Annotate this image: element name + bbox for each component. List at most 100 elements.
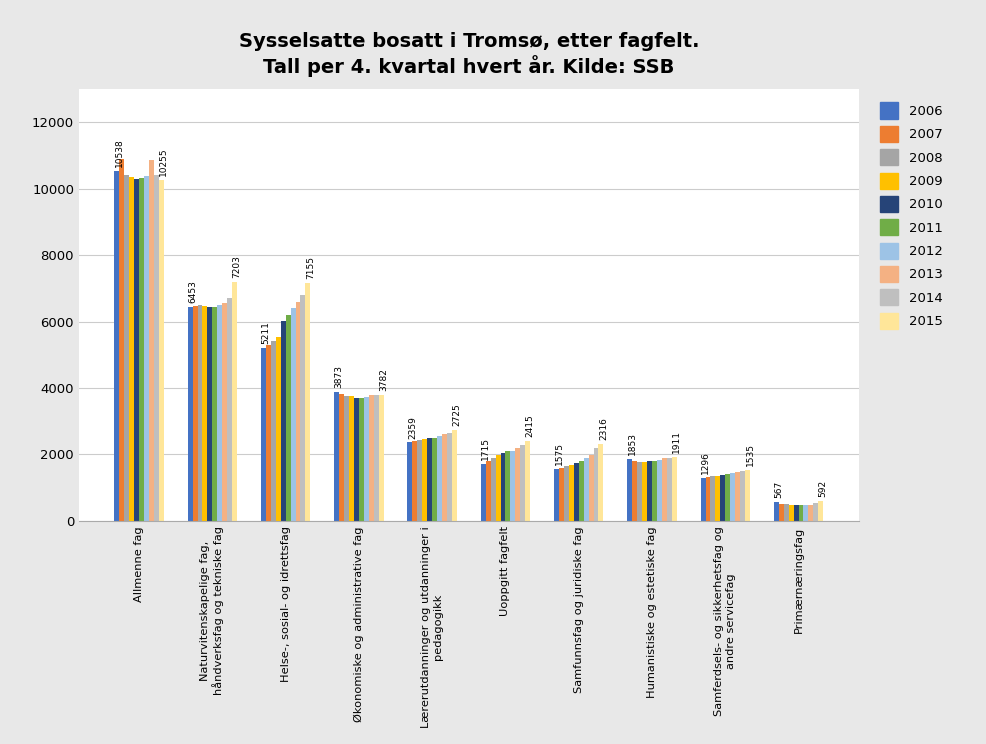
Bar [510,452,515,521]
Bar [260,348,265,521]
Bar [290,308,295,521]
Bar [647,461,652,521]
Bar [720,475,725,521]
Bar [652,461,657,521]
Bar [437,437,442,521]
Text: 1575: 1575 [554,441,563,464]
Bar [568,465,573,521]
Text: 10538: 10538 [114,138,123,167]
Bar [773,502,778,521]
Text: 1853: 1853 [627,432,636,455]
Bar [280,321,285,521]
Bar [705,478,710,521]
Bar [354,398,359,521]
Bar [442,434,447,521]
Bar [485,461,490,521]
Bar [725,475,730,521]
Bar [339,394,344,521]
Bar [134,179,139,521]
Bar [344,396,349,521]
Bar [144,176,149,521]
Text: 2415: 2415 [526,414,534,437]
Text: 10255: 10255 [159,148,168,176]
Bar [275,337,280,521]
Bar [154,176,159,521]
Bar [553,469,558,521]
Bar [197,305,202,521]
Text: 2725: 2725 [452,403,460,426]
Bar [735,472,740,521]
Bar [573,463,578,521]
Bar [520,445,525,521]
Bar [515,448,520,521]
Bar [270,341,275,521]
Bar [364,397,369,521]
Bar [710,476,715,521]
Text: 3782: 3782 [379,368,387,391]
Bar [642,462,647,521]
Bar [817,501,822,521]
Bar [334,392,339,521]
Text: 567: 567 [774,481,783,498]
Bar [432,437,437,521]
Text: 5211: 5211 [261,321,270,344]
Bar [427,438,432,521]
Bar [798,505,803,521]
Bar [808,504,812,521]
Bar [740,471,744,521]
Text: 1715: 1715 [481,437,490,460]
Bar [187,307,192,521]
Bar [452,430,457,521]
Bar [632,461,637,521]
Bar [578,461,583,521]
Bar [715,476,720,521]
Bar [803,505,808,521]
Text: 7155: 7155 [306,257,315,279]
Text: 6453: 6453 [188,280,197,303]
Bar [217,305,222,521]
Title: Sysselsatte bosatt i Tromsø, etter fagfelt.
Tall per 4. kvartal hvert år. Kilde:: Sysselsatte bosatt i Tromsø, etter fagfe… [239,32,698,77]
Bar [667,458,671,521]
Bar [412,441,417,521]
Bar [588,455,593,521]
Bar [139,178,144,521]
Legend: 2006, 2007, 2008, 2009, 2010, 2011, 2012, 2013, 2014, 2015: 2006, 2007, 2008, 2009, 2010, 2011, 2012… [873,96,949,336]
Bar [730,473,735,521]
Bar [583,458,588,521]
Bar [212,307,217,521]
Bar [490,458,495,521]
Bar [222,303,227,521]
Bar [744,470,749,521]
Text: 1296: 1296 [700,451,709,474]
Bar [379,395,384,521]
Bar [812,503,817,521]
Bar [265,344,270,521]
Bar [359,398,364,521]
Text: 1535: 1535 [744,443,753,466]
Text: 1911: 1911 [671,430,680,453]
Bar [227,298,232,521]
Bar [783,504,788,521]
Bar [563,466,568,521]
Bar [637,462,642,521]
Bar [119,159,124,521]
Text: 2359: 2359 [407,416,416,438]
Bar [778,504,783,521]
Bar [447,433,452,521]
Bar [495,455,500,521]
Bar [700,478,705,521]
Bar [417,440,422,521]
Bar [232,282,237,521]
Bar [657,460,662,521]
Bar [505,452,510,521]
Bar [349,397,354,521]
Text: 3873: 3873 [334,365,343,388]
Bar [374,395,379,521]
Text: 2316: 2316 [599,417,607,440]
Bar [124,175,129,521]
Bar [129,177,134,521]
Bar [305,283,310,521]
Bar [662,458,667,521]
Bar [202,306,207,521]
Bar [295,302,300,521]
